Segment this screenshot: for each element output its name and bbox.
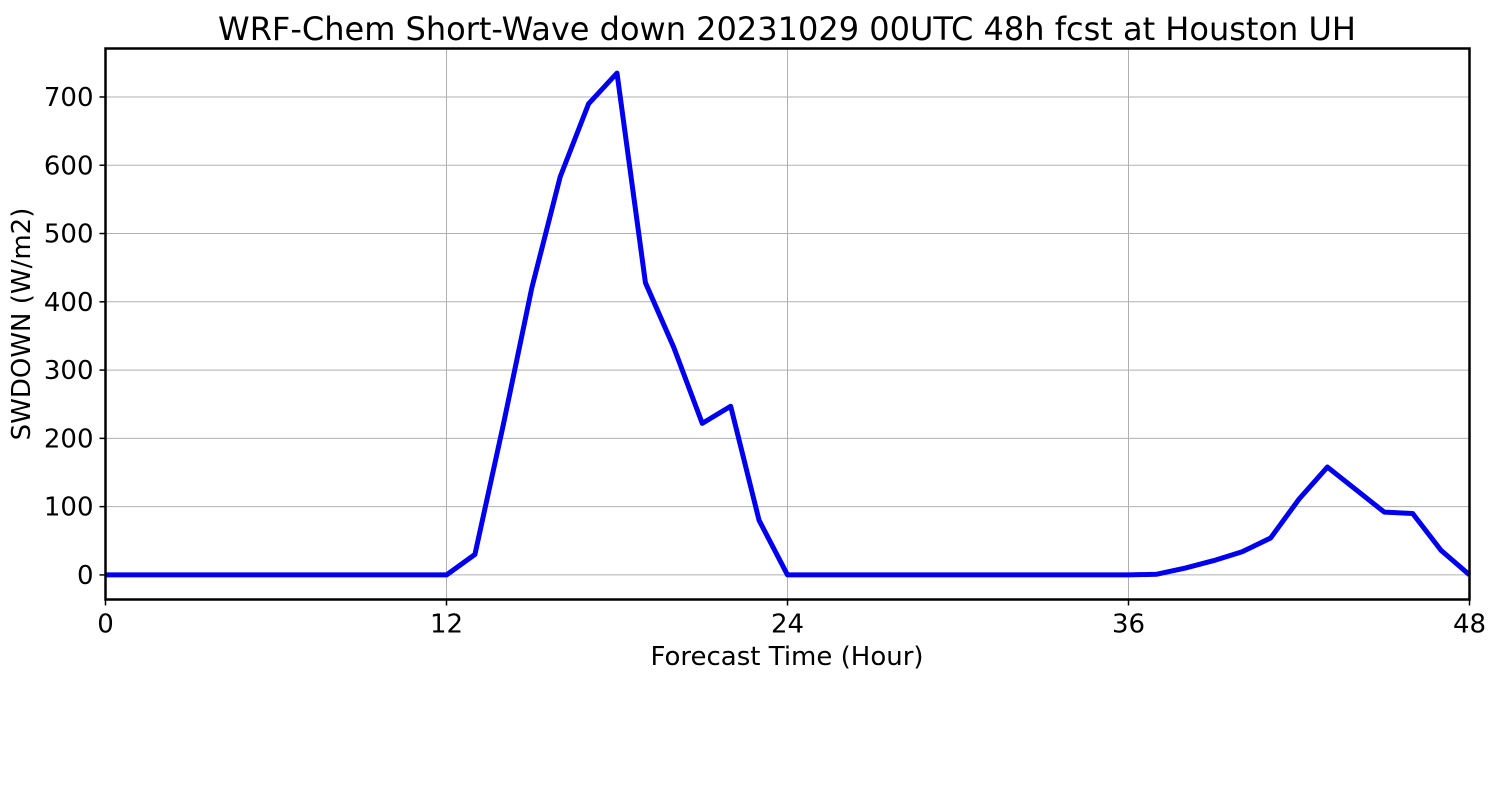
- x-tick-label: 12: [430, 610, 463, 640]
- x-axis-label: Forecast Time (Hour): [650, 642, 923, 672]
- y-axis-label: SWDOWN (W/m2): [7, 208, 37, 441]
- grid-lines: [105, 48, 1470, 600]
- y-tick-label: 100: [44, 493, 94, 523]
- x-tick-label: 48: [1453, 610, 1486, 640]
- chart-title: WRF-Chem Short-Wave down 20231029 00UTC …: [218, 10, 1356, 48]
- y-tick-label: 200: [44, 424, 94, 454]
- x-tick-label: 36: [1112, 610, 1145, 640]
- x-tick-label: 24: [771, 610, 804, 640]
- series-layer: [105, 70, 1472, 578]
- y-tick-label: 400: [44, 288, 94, 318]
- series-line: [105, 70, 1472, 578]
- y-tick-label: 500: [44, 220, 94, 250]
- y-tick-label: 300: [44, 356, 94, 386]
- y-tick-label: 0: [77, 561, 94, 591]
- axis-ticks: 0 12 24 36 48 0 100 200 300 400 500 600 700: [44, 83, 1486, 640]
- y-tick-label: 700: [44, 83, 94, 113]
- y-tick-label: 600: [44, 151, 94, 181]
- x-tick-label: 0: [97, 610, 114, 640]
